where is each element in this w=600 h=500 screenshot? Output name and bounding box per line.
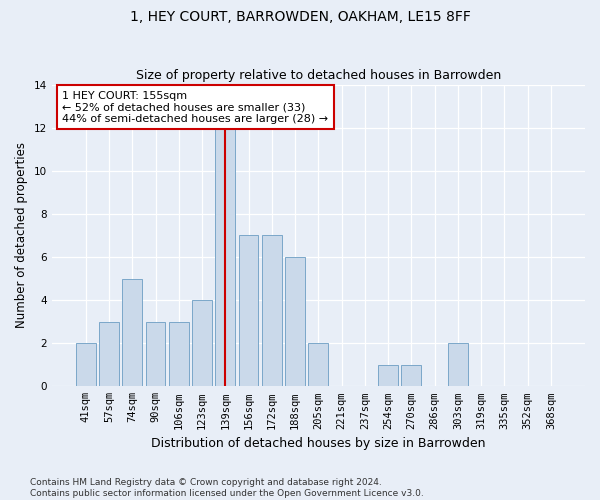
Bar (146, 322, 166, 386)
X-axis label: Distribution of detached houses by size in Barrowden: Distribution of detached houses by size … (151, 437, 485, 450)
Bar (192, 300, 212, 386)
Text: 1 HEY COURT: 155sqm
← 52% of detached houses are smaller (33)
44% of semi-detach: 1 HEY COURT: 155sqm ← 52% of detached ho… (62, 90, 328, 124)
Bar (378, 365, 398, 386)
Bar (285, 257, 305, 386)
Text: 1, HEY COURT, BARROWDEN, OAKHAM, LE15 8FF: 1, HEY COURT, BARROWDEN, OAKHAM, LE15 8F… (130, 10, 470, 24)
Bar (448, 343, 468, 386)
Bar (99, 322, 119, 386)
Bar (76, 343, 95, 386)
Title: Size of property relative to detached houses in Barrowden: Size of property relative to detached ho… (136, 69, 501, 82)
Bar (169, 322, 188, 386)
Bar (262, 236, 282, 386)
Bar (239, 236, 259, 386)
Bar (401, 365, 421, 386)
Bar (215, 128, 235, 386)
Bar (308, 343, 328, 386)
Bar (122, 278, 142, 386)
Text: Contains HM Land Registry data © Crown copyright and database right 2024.
Contai: Contains HM Land Registry data © Crown c… (30, 478, 424, 498)
Y-axis label: Number of detached properties: Number of detached properties (15, 142, 28, 328)
